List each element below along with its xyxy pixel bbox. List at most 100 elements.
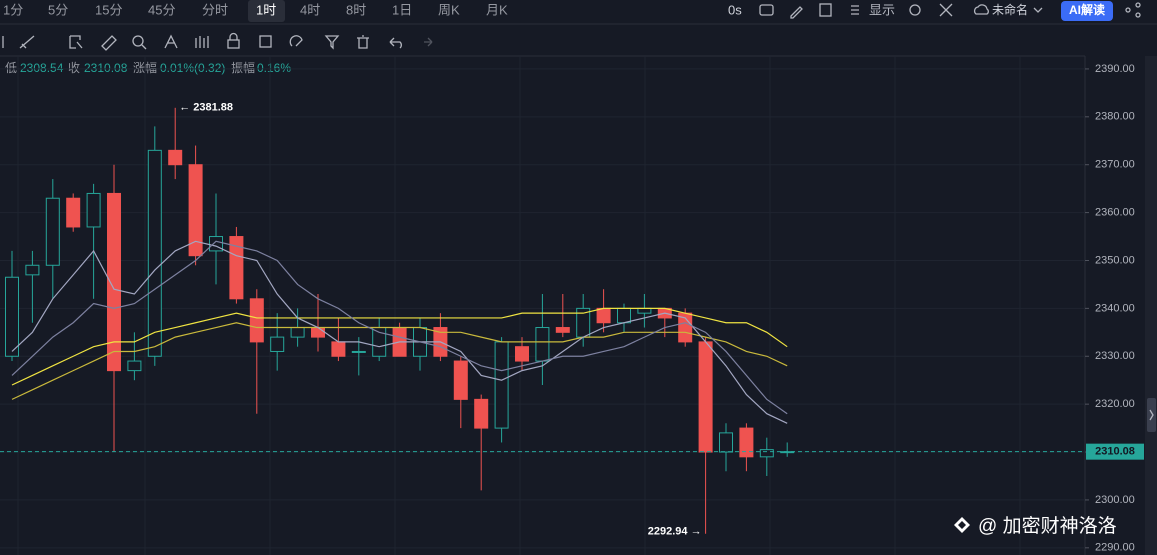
- tool-icon[interactable]: [424, 37, 433, 47]
- ma-line: [11, 240, 788, 415]
- candle-body: [453, 360, 468, 400]
- candle-body: [719, 432, 733, 453]
- side-strip: [1145, 56, 1157, 555]
- settings-icon[interactable]: [909, 4, 921, 16]
- tool-icon[interactable]: [389, 37, 402, 49]
- ma-line: [11, 240, 788, 424]
- info-label: 振幅: [231, 60, 255, 75]
- info-value: 2308.54: [20, 61, 64, 75]
- info-label: 低: [5, 61, 17, 75]
- watermark-text: @ 加密财神洛洛: [978, 515, 1117, 537]
- tool-icon[interactable]: [324, 35, 340, 50]
- y-tick-label: 2330.00: [1095, 350, 1135, 362]
- y-tick-label: 2380.00: [1095, 111, 1135, 123]
- info-value: 2310.08: [84, 61, 128, 75]
- tool-icon[interactable]: [259, 35, 272, 48]
- candle-body: [188, 164, 203, 257]
- candle-body: [45, 197, 60, 266]
- candle-body: [249, 298, 264, 343]
- candle-body: [107, 192, 121, 372]
- tool-icon[interactable]: [289, 35, 303, 47]
- tool-icon[interactable]: [357, 35, 369, 49]
- candle-body: [474, 398, 489, 429]
- tool-icon[interactable]: [69, 35, 83, 49]
- interval-button[interactable]: 15分: [95, 2, 122, 17]
- high-annotation: ← 2381.88: [179, 102, 233, 114]
- ma-line: [11, 322, 788, 400]
- display-button[interactable]: 显示: [869, 2, 895, 17]
- candle-body: [637, 307, 652, 314]
- share-icon[interactable]: [1125, 7, 1131, 13]
- interval-button[interactable]: 5分: [48, 2, 68, 17]
- candle-body: [147, 149, 162, 357]
- ai-button[interactable]: [1061, 1, 1113, 21]
- interval-button[interactable]: 周K: [438, 2, 460, 17]
- interval-button[interactable]: 8时: [346, 2, 366, 17]
- y-tick-label: 2340.00: [1095, 302, 1135, 314]
- interval-button[interactable]: 1分: [3, 2, 23, 17]
- candle-body: [290, 327, 305, 338]
- interval-button[interactable]: 45分: [148, 2, 175, 17]
- y-tick-label: 2350.00: [1095, 254, 1135, 266]
- ai-button-label[interactable]: AI解读: [1069, 2, 1105, 17]
- share-icon: [1135, 12, 1141, 18]
- chevron-icon[interactable]: [1033, 7, 1043, 13]
- low-annotation: 2292.94 →: [648, 526, 702, 538]
- display-icon[interactable]: [851, 5, 859, 15]
- last-price-box: [1086, 443, 1144, 460]
- cloud-icon[interactable]: [973, 4, 989, 15]
- candle-body: [494, 341, 509, 429]
- interval-button[interactable]: 1日: [392, 2, 412, 17]
- tool-icon[interactable]: [195, 36, 209, 48]
- candle-body: [759, 449, 774, 458]
- watermark: @ 加密财神洛洛: [954, 515, 1117, 537]
- interval-button[interactable]: 分时: [202, 2, 228, 17]
- interval-active-bg: [248, 0, 285, 22]
- interval-button[interactable]: 4时: [300, 2, 320, 17]
- interval-button[interactable]: 月K: [486, 2, 508, 17]
- info-label: 收: [68, 61, 80, 75]
- candle-body: [25, 264, 40, 276]
- candle-body: [515, 346, 529, 362]
- y-tick-label: 2320.00: [1095, 398, 1135, 410]
- info-value: 0.01%(0.32): [160, 61, 225, 75]
- y-tick-label: 2360.00: [1095, 207, 1135, 219]
- drawing-tools: [2, 32, 433, 51]
- tool-icon[interactable]: [132, 35, 144, 47]
- candle-body: [86, 192, 101, 228]
- side-tab-arrow: [1149, 409, 1154, 421]
- candle-body: [351, 350, 366, 353]
- candle-body: [739, 427, 754, 458]
- tool-icon[interactable]: [227, 39, 240, 49]
- y-tick-label: 2290.00: [1095, 542, 1135, 554]
- timer: 0s: [728, 2, 742, 17]
- ma-line: [11, 307, 788, 386]
- candle-body: [617, 307, 631, 324]
- candle-body: [5, 276, 19, 357]
- edit-icon[interactable]: [790, 6, 803, 19]
- y-tick-label: 2390.00: [1095, 63, 1135, 75]
- watermark-icon: [954, 517, 970, 533]
- candle-body: [555, 327, 570, 333]
- tool-icon: [141, 44, 147, 50]
- candle-body: [229, 236, 244, 300]
- tool-icon[interactable]: [101, 35, 117, 51]
- candle-body: [311, 327, 325, 338]
- candle-body: [168, 149, 183, 166]
- interval-button[interactable]: 1时: [256, 2, 276, 17]
- copy-icon[interactable]: [819, 3, 832, 17]
- y-tick-label: 2300.00: [1095, 494, 1135, 506]
- tool-icon[interactable]: [164, 34, 178, 49]
- side-tab[interactable]: [1147, 398, 1156, 432]
- candle-body: [66, 197, 81, 228]
- tool-icon[interactable]: [19, 35, 35, 49]
- layout-name[interactable]: 未命名: [992, 2, 1028, 17]
- camera-icon[interactable]: [759, 4, 774, 16]
- share-icon: [1135, 2, 1141, 8]
- candle-body: [331, 341, 346, 357]
- fullscreen-icon[interactable]: [939, 3, 953, 17]
- toolbar-icons: [759, 1, 1141, 21]
- last-price-label: 2310.08: [1095, 446, 1135, 458]
